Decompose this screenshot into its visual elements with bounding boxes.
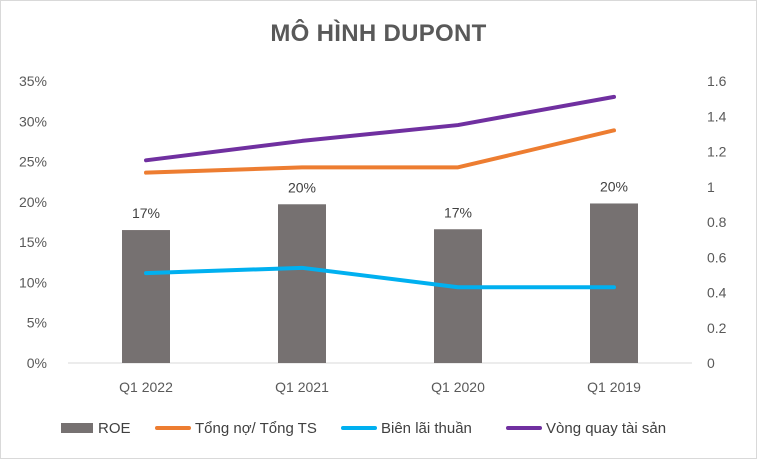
chart-title: MÔ HÌNH DUPONT — [270, 20, 487, 47]
roe-data-label: 20% — [600, 178, 628, 194]
x-axis-labels: Q1 2022 Q1 2021 Q1 2020 Q1 2019 — [119, 379, 641, 395]
right-tick-label: 1.6 — [707, 73, 727, 89]
left-tick-label: 35% — [19, 73, 47, 89]
right-tick-label: 0 — [707, 355, 715, 371]
line-series — [144, 94, 616, 290]
right-axis: 0 0.2 0.4 0.6 0.8 1 1.2 1.4 1.6 — [707, 73, 727, 371]
left-tick-label: 30% — [19, 113, 47, 129]
roe-data-labels: 17% 20% 17% 20% — [132, 178, 628, 221]
right-tick-label: 0.2 — [707, 320, 727, 336]
left-tick-label: 25% — [19, 154, 47, 170]
left-tick-label: 5% — [27, 315, 47, 331]
left-tick-label: 20% — [19, 194, 47, 210]
legend: ROE Tổng nợ/ Tổng TS Biên lãi thuần Vòng qu… — [61, 420, 666, 437]
left-axis: 0% 5% 10% 15% 20% 25% 30% 35% — [19, 73, 47, 371]
legend-swatch-roe — [61, 423, 93, 433]
right-tick-label: 1.4 — [707, 108, 727, 124]
legend-label: Biên lãi thuần — [381, 420, 472, 437]
right-tick-label: 0.8 — [707, 214, 727, 230]
series-line — [144, 265, 616, 290]
legend-label: Tổng nợ/ Tổng TS — [195, 420, 317, 437]
left-tick-label: 0% — [27, 355, 47, 371]
right-tick-label: 1.2 — [707, 144, 727, 160]
series-line — [144, 94, 616, 163]
left-tick-label: 10% — [19, 274, 47, 290]
roe-bar — [122, 230, 170, 363]
x-tick-label: Q1 2021 — [275, 379, 329, 395]
left-tick-label: 15% — [19, 234, 47, 250]
roe-bar — [434, 229, 482, 363]
right-tick-label: 1 — [707, 179, 715, 195]
roe-bar — [278, 204, 326, 363]
x-tick-label: Q1 2020 — [431, 379, 485, 395]
right-tick-label: 0.4 — [707, 285, 727, 301]
roe-bars — [122, 203, 638, 363]
right-tick-label: 0.6 — [707, 249, 727, 265]
series-line — [144, 128, 616, 175]
roe-data-label: 17% — [444, 204, 472, 220]
x-tick-label: Q1 2019 — [587, 379, 641, 395]
legend-label: Vòng quay tài sản — [546, 420, 666, 437]
x-tick-label: Q1 2022 — [119, 379, 173, 395]
roe-data-label: 17% — [132, 205, 160, 221]
roe-bar — [590, 203, 638, 363]
roe-data-label: 20% — [288, 179, 316, 195]
legend-label: ROE — [98, 420, 131, 437]
